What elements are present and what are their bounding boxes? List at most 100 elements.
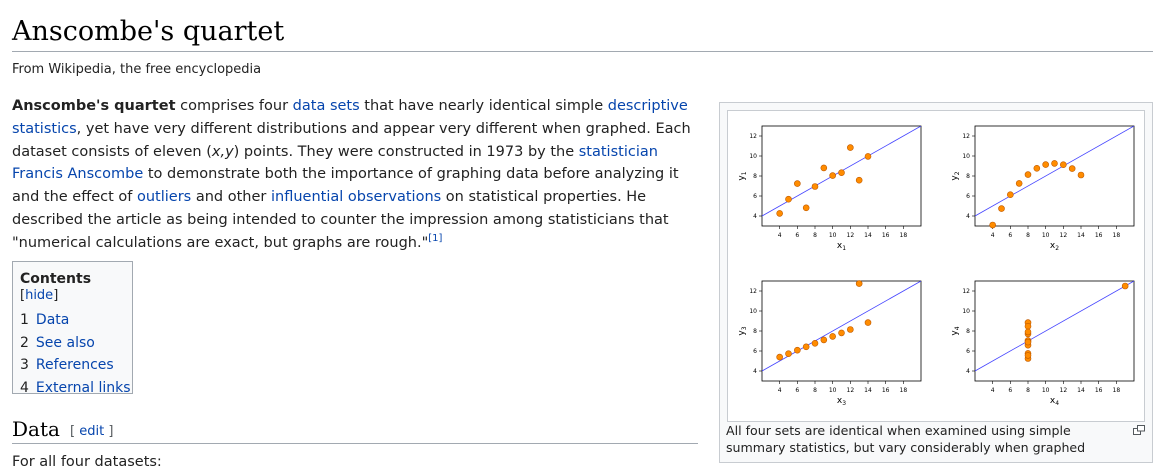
intro-text: on statistical properties. He described … bbox=[12, 189, 669, 251]
y-tick-label: 10 bbox=[962, 308, 970, 315]
section-text: For all four datasets: bbox=[12, 454, 162, 470]
x-tick-label: 18 bbox=[1113, 232, 1121, 239]
link-influential-observations[interactable]: influential observations bbox=[270, 189, 442, 206]
link-statistician-francis-anscombe[interactable]: statistician Francis Anscombe bbox=[12, 143, 658, 183]
toc-hide-link[interactable]: hide bbox=[25, 288, 54, 303]
data-point bbox=[1024, 328, 1032, 336]
data-point bbox=[855, 176, 863, 184]
toc-item: 4 External links bbox=[20, 377, 132, 400]
x-tick-label: 8 bbox=[813, 232, 817, 239]
section-edit: [ edit ] bbox=[70, 424, 114, 439]
regression-line bbox=[975, 126, 1134, 217]
x-tick-label: 18 bbox=[900, 232, 908, 239]
intro-text: and other bbox=[191, 189, 271, 206]
y-tick-label: 12 bbox=[749, 288, 757, 295]
x-tick-label: 4 bbox=[991, 232, 995, 239]
y-tick-label: 4 bbox=[753, 368, 757, 375]
plot-frame bbox=[974, 125, 1135, 227]
toc-link-external-links[interactable]: External links bbox=[35, 379, 131, 396]
toc-title: Contents bbox=[20, 271, 92, 287]
x-axis-label: x4 bbox=[1050, 396, 1059, 407]
y-axis-label: y2 bbox=[950, 171, 961, 180]
data-point bbox=[1015, 180, 1023, 187]
data-point bbox=[1024, 323, 1032, 330]
y-axis-label: y1 bbox=[737, 171, 748, 180]
figure-image[interactable]: 4 6 8 10 12 14 16 18 4 6 8 10 12 x1 y1 4 6 8 10 12 14 16 18 4 6 8… bbox=[727, 110, 1145, 422]
site-tagline: From Wikipedia, the free encyclopedia bbox=[12, 62, 262, 77]
y-tick-label: 8 bbox=[966, 173, 970, 180]
y-axis-label: y3 bbox=[737, 326, 748, 335]
table-of-contents: Contents [hide] 1 Data 2 See also 3 Referen… bbox=[12, 261, 133, 396]
data-point bbox=[1007, 191, 1014, 198]
y-tick-label: 4 bbox=[753, 213, 757, 220]
data-point bbox=[776, 210, 783, 217]
x-tick-label: 6 bbox=[795, 387, 799, 394]
x-axis-label: x2 bbox=[1050, 241, 1059, 252]
y-tick-label: 10 bbox=[962, 153, 970, 160]
data-point bbox=[1024, 338, 1032, 346]
data-point bbox=[829, 172, 836, 179]
intro-text: to demonstrate both the importance of gr… bbox=[12, 166, 679, 206]
data-point bbox=[785, 350, 792, 357]
y-tick-label: 8 bbox=[966, 328, 970, 335]
toc-number: 1 bbox=[20, 312, 29, 328]
x-tick-label: 10 bbox=[1042, 232, 1050, 239]
figure-thumbnail: 4 6 8 10 12 14 16 18 4 6 8 10 12 x1 y1 4 6 8 10 12 14 16 18 4 6 8… bbox=[719, 102, 1153, 463]
x-tick-label: 14 bbox=[864, 387, 872, 394]
data-point bbox=[998, 205, 1005, 212]
x-tick-label: 10 bbox=[829, 232, 837, 239]
x-axis-label: x3 bbox=[837, 396, 846, 407]
toc-link-references[interactable]: References bbox=[35, 357, 114, 374]
data-point bbox=[1024, 352, 1032, 359]
toc-header: Contents [hide] bbox=[20, 271, 132, 303]
link-data-sets[interactable]: data sets bbox=[292, 98, 360, 114]
link-outliers[interactable]: outliers bbox=[136, 189, 192, 206]
y-tick-label: 8 bbox=[753, 173, 757, 180]
intro-text: that have nearly identical simple bbox=[359, 98, 608, 114]
toc-number: 3 bbox=[20, 357, 29, 374]
data-point bbox=[838, 169, 845, 177]
x-tick-label: 14 bbox=[1077, 232, 1085, 239]
y-tick-label: 6 bbox=[966, 348, 970, 355]
x-tick-label: 6 bbox=[1008, 387, 1012, 394]
reference-link[interactable]: [1] bbox=[428, 232, 443, 244]
link-descriptive-statistics[interactable]: descriptive statistics bbox=[12, 98, 688, 137]
data-point bbox=[838, 329, 845, 337]
toc-number: 2 bbox=[20, 334, 29, 351]
data-point bbox=[811, 183, 819, 190]
intro-text: ) points. They were constructed in 1973 … bbox=[233, 143, 579, 160]
x-tick-label: 16 bbox=[882, 387, 890, 394]
toc-link-see-also[interactable]: See also bbox=[35, 334, 95, 351]
x-tick-label: 4 bbox=[778, 232, 782, 239]
section-divider bbox=[12, 443, 698, 444]
x-tick-label: 14 bbox=[864, 232, 872, 239]
x-tick-label: 6 bbox=[1008, 232, 1012, 239]
y-tick-label: 12 bbox=[749, 133, 757, 140]
x-tick-label: 18 bbox=[900, 387, 908, 394]
x-tick-label: 6 bbox=[795, 232, 799, 239]
x-tick-label: 10 bbox=[829, 387, 837, 394]
x-tick-label: 8 bbox=[1026, 387, 1030, 394]
data-point bbox=[776, 353, 783, 361]
enlarge-icon[interactable] bbox=[1133, 425, 1145, 435]
data-point bbox=[989, 221, 996, 229]
y-tick-label: 4 bbox=[966, 368, 970, 375]
data-point bbox=[864, 153, 872, 160]
toc-item: 2 See also bbox=[20, 332, 132, 355]
y-tick-label: 6 bbox=[753, 193, 757, 200]
x-tick-label: 12 bbox=[847, 387, 855, 394]
intro-xy: x,y bbox=[211, 143, 234, 160]
x-tick-label: 16 bbox=[1095, 232, 1103, 239]
x-tick-label: 12 bbox=[847, 232, 855, 239]
edit-link[interactable]: edit bbox=[79, 424, 105, 439]
data-point bbox=[1121, 282, 1129, 290]
article-subject: Anscombe's quartet bbox=[12, 98, 176, 114]
toc-link-data[interactable]: Data bbox=[35, 312, 70, 328]
x-tick-label: 4 bbox=[991, 387, 995, 394]
data-point bbox=[820, 164, 828, 172]
x-tick-label: 16 bbox=[1095, 387, 1103, 394]
data-point bbox=[1068, 165, 1076, 172]
intro-paragraph: Anscombe's quartet comprises four data s… bbox=[12, 95, 702, 255]
